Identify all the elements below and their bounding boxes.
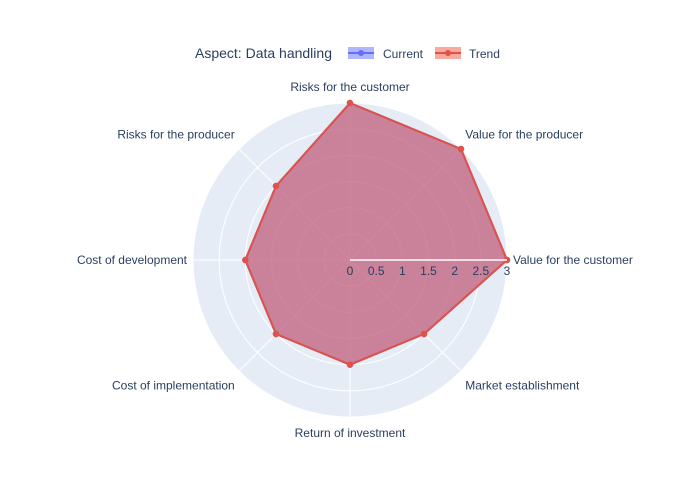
legend-label-current: Current [383, 47, 424, 61]
data-point-trend-7[interactable] [420, 330, 428, 338]
legend: Current Trend [348, 47, 500, 61]
legend-marker-current [358, 50, 364, 56]
data-point-trend-1[interactable] [457, 145, 465, 153]
radial-tick-label-4: 2 [451, 264, 458, 278]
angular-label-3: Risks for the producer [117, 128, 234, 142]
angular-label-6: Return of investment [295, 426, 406, 440]
angular-label-0: Value for the customer [513, 253, 633, 267]
angular-label-7: Market establishment [465, 378, 580, 392]
angular-label-2: Risks for the customer [290, 80, 409, 94]
radial-axis: 0 0.5 1 1.5 2 2.5 3 [347, 259, 511, 278]
legend-label-trend: Trend [469, 47, 500, 61]
legend-item-current[interactable]: Current [348, 47, 424, 61]
radial-tick-label-2: 1 [399, 264, 406, 278]
radial-tick-label-0: 0 [347, 264, 354, 278]
data-point-trend-3[interactable] [272, 182, 280, 190]
data-point-trend-5[interactable] [272, 330, 280, 338]
angular-label-1: Value for the producer [465, 128, 583, 142]
angular-axis-labels: Value for the customer Value for the prod… [77, 80, 633, 440]
chart-title: Aspect: Data handling [195, 45, 332, 61]
angular-label-4: Cost of development [77, 253, 188, 267]
radial-tick-label-3: 1.5 [420, 264, 437, 278]
series-layer [242, 99, 511, 368]
legend-marker-trend [445, 50, 451, 56]
radial-tick-label-5: 2.5 [472, 264, 489, 278]
legend-item-trend[interactable]: Trend [435, 47, 500, 61]
radial-tick-label-1: 0.5 [368, 264, 385, 278]
data-point-trend-4[interactable] [242, 256, 249, 264]
series-trend[interactable] [242, 99, 511, 368]
data-point-trend-6[interactable] [346, 361, 354, 368]
radial-tick-label-6: 3 [504, 264, 511, 278]
data-point-trend-2[interactable] [346, 99, 354, 107]
angular-label-5: Cost of implementation [112, 378, 235, 392]
